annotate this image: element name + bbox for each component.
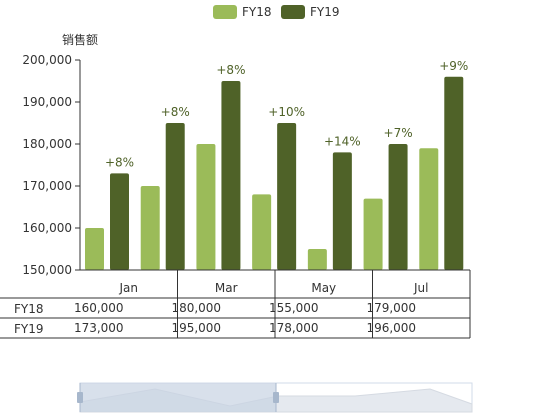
x-tick-label-jan: Jan: [119, 281, 139, 295]
legend-swatch-fy19: [281, 5, 305, 19]
legend: FY18 FY19: [213, 5, 340, 19]
bar-fy18-jul: [419, 148, 439, 270]
bar-fy18-jan: [85, 228, 104, 270]
growth-label-feb: +8%: [161, 105, 190, 119]
y-tick-label: 200,000: [22, 53, 72, 67]
bar-fy19-apr: [277, 123, 297, 270]
y-tick-label: 180,000: [22, 137, 72, 151]
y-tick-label: 170,000: [22, 179, 72, 193]
table-cell: 180,000: [171, 301, 221, 315]
table-cell: 155,000: [269, 301, 319, 315]
y-tick-label: 160,000: [22, 221, 72, 235]
bar-fy18-apr: [252, 194, 272, 270]
legend-label-fy18: FY18: [242, 5, 272, 19]
bar-fy19-jan: [110, 173, 129, 270]
bar-fy18-feb: [140, 186, 160, 270]
bar-fy19-may: [332, 152, 352, 270]
bar-fy19-jun: [388, 144, 408, 270]
growth-label-may: +14%: [324, 134, 361, 148]
legend-label-fy19: FY19: [310, 5, 340, 19]
table-cell: 173,000: [74, 321, 124, 335]
y-tick-label: 190,000: [22, 95, 72, 109]
table-cell: 178,000: [269, 321, 319, 335]
data-zoom-slider[interactable]: [77, 382, 473, 413]
table-cell: 179,000: [366, 301, 416, 315]
legend-swatch-fy18: [213, 5, 237, 19]
y-axis: 150,000 160,000 170,000 180,000 190,000 200,0…: [22, 53, 81, 277]
growth-label-jan: +8%: [105, 155, 134, 169]
growth-label-jun: +7%: [384, 126, 413, 140]
zoom-end-handle[interactable]: [273, 392, 279, 403]
table-row-label-fy18: FY18: [14, 302, 44, 316]
growth-label-jul: +9%: [439, 59, 468, 73]
data-table: Jan Mar May Jul FY18 160,000 180,000 155,000 179…: [0, 269, 471, 339]
x-tick-label-may: May: [311, 281, 336, 295]
table-cell: 195,000: [171, 321, 221, 335]
table-cell: 160,000: [74, 301, 124, 315]
bars: [85, 76, 464, 270]
growth-label-mar: +8%: [216, 63, 245, 77]
bar-fy19-mar: [221, 81, 241, 270]
x-tick-label-mar: Mar: [215, 281, 238, 295]
x-tick-label-jul: Jul: [413, 281, 428, 295]
zoom-start-handle[interactable]: [77, 392, 83, 403]
bar-fy19-jul: [444, 76, 464, 270]
bar-fy18-jun: [363, 198, 383, 270]
y-axis-label: 销售额: [62, 32, 98, 47]
zoom-selection[interactable]: [80, 383, 276, 412]
bar-fy19-feb: [165, 123, 185, 270]
growth-label-apr: +10%: [268, 105, 305, 119]
growth-labels: +8% +8% +8% +10% +14% +7% +9%: [105, 59, 468, 170]
table-row-label-fy19: FY19: [14, 322, 44, 336]
table-cell: 196,000: [366, 321, 416, 335]
bar-fy18-mar: [196, 144, 216, 270]
bar-fy18-may: [307, 249, 327, 270]
y-tick-label: 150,000: [22, 263, 72, 277]
